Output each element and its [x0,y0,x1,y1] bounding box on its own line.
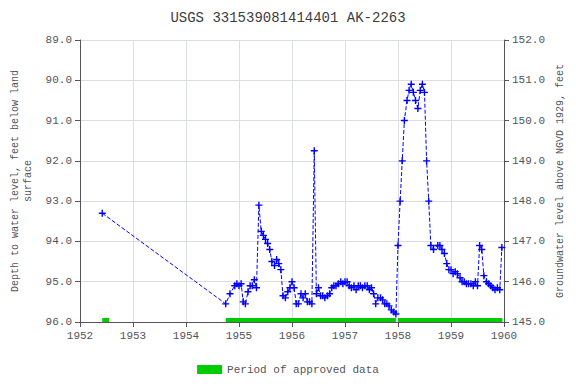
svg-text:1956: 1956 [279,330,305,342]
svg-text:1953: 1953 [120,330,146,342]
svg-text:92.0: 92.0 [46,155,72,167]
svg-text:148.0: 148.0 [512,195,545,207]
svg-text:96.0: 96.0 [46,316,72,328]
svg-text:145.0: 145.0 [512,316,545,328]
svg-text:1959: 1959 [438,330,464,342]
svg-text:1955: 1955 [226,330,252,342]
svg-text:95.0: 95.0 [46,276,72,288]
svg-text:1952: 1952 [67,330,93,342]
svg-text:1960: 1960 [491,330,517,342]
svg-text:149.0: 149.0 [512,155,545,167]
svg-text:151.0: 151.0 [512,74,545,86]
svg-text:152.0: 152.0 [512,34,545,46]
svg-text:150.0: 150.0 [512,115,545,127]
svg-text:1957: 1957 [332,330,358,342]
svg-text:146.0: 146.0 [512,276,545,288]
svg-text:1954: 1954 [173,330,200,342]
svg-text:surface: surface [23,160,34,202]
svg-text:90.0: 90.0 [46,74,72,86]
svg-text:USGS 331539081414401 AK-2263: USGS 331539081414401 AK-2263 [170,10,405,26]
svg-text:1958: 1958 [385,330,411,342]
svg-text:93.0: 93.0 [46,195,72,207]
svg-text:147.0: 147.0 [512,235,545,247]
svg-text:Period of approved data: Period of approved data [227,364,379,376]
svg-text:89.0: 89.0 [46,34,72,46]
svg-text:Groundwater level above NGVD 1: Groundwater level above NGVD 1929, feet [555,64,566,298]
svg-text:94.0: 94.0 [46,235,72,247]
svg-text:Depth to water level, feet bel: Depth to water level, feet below land [10,70,21,292]
svg-text:91.0: 91.0 [46,115,72,127]
